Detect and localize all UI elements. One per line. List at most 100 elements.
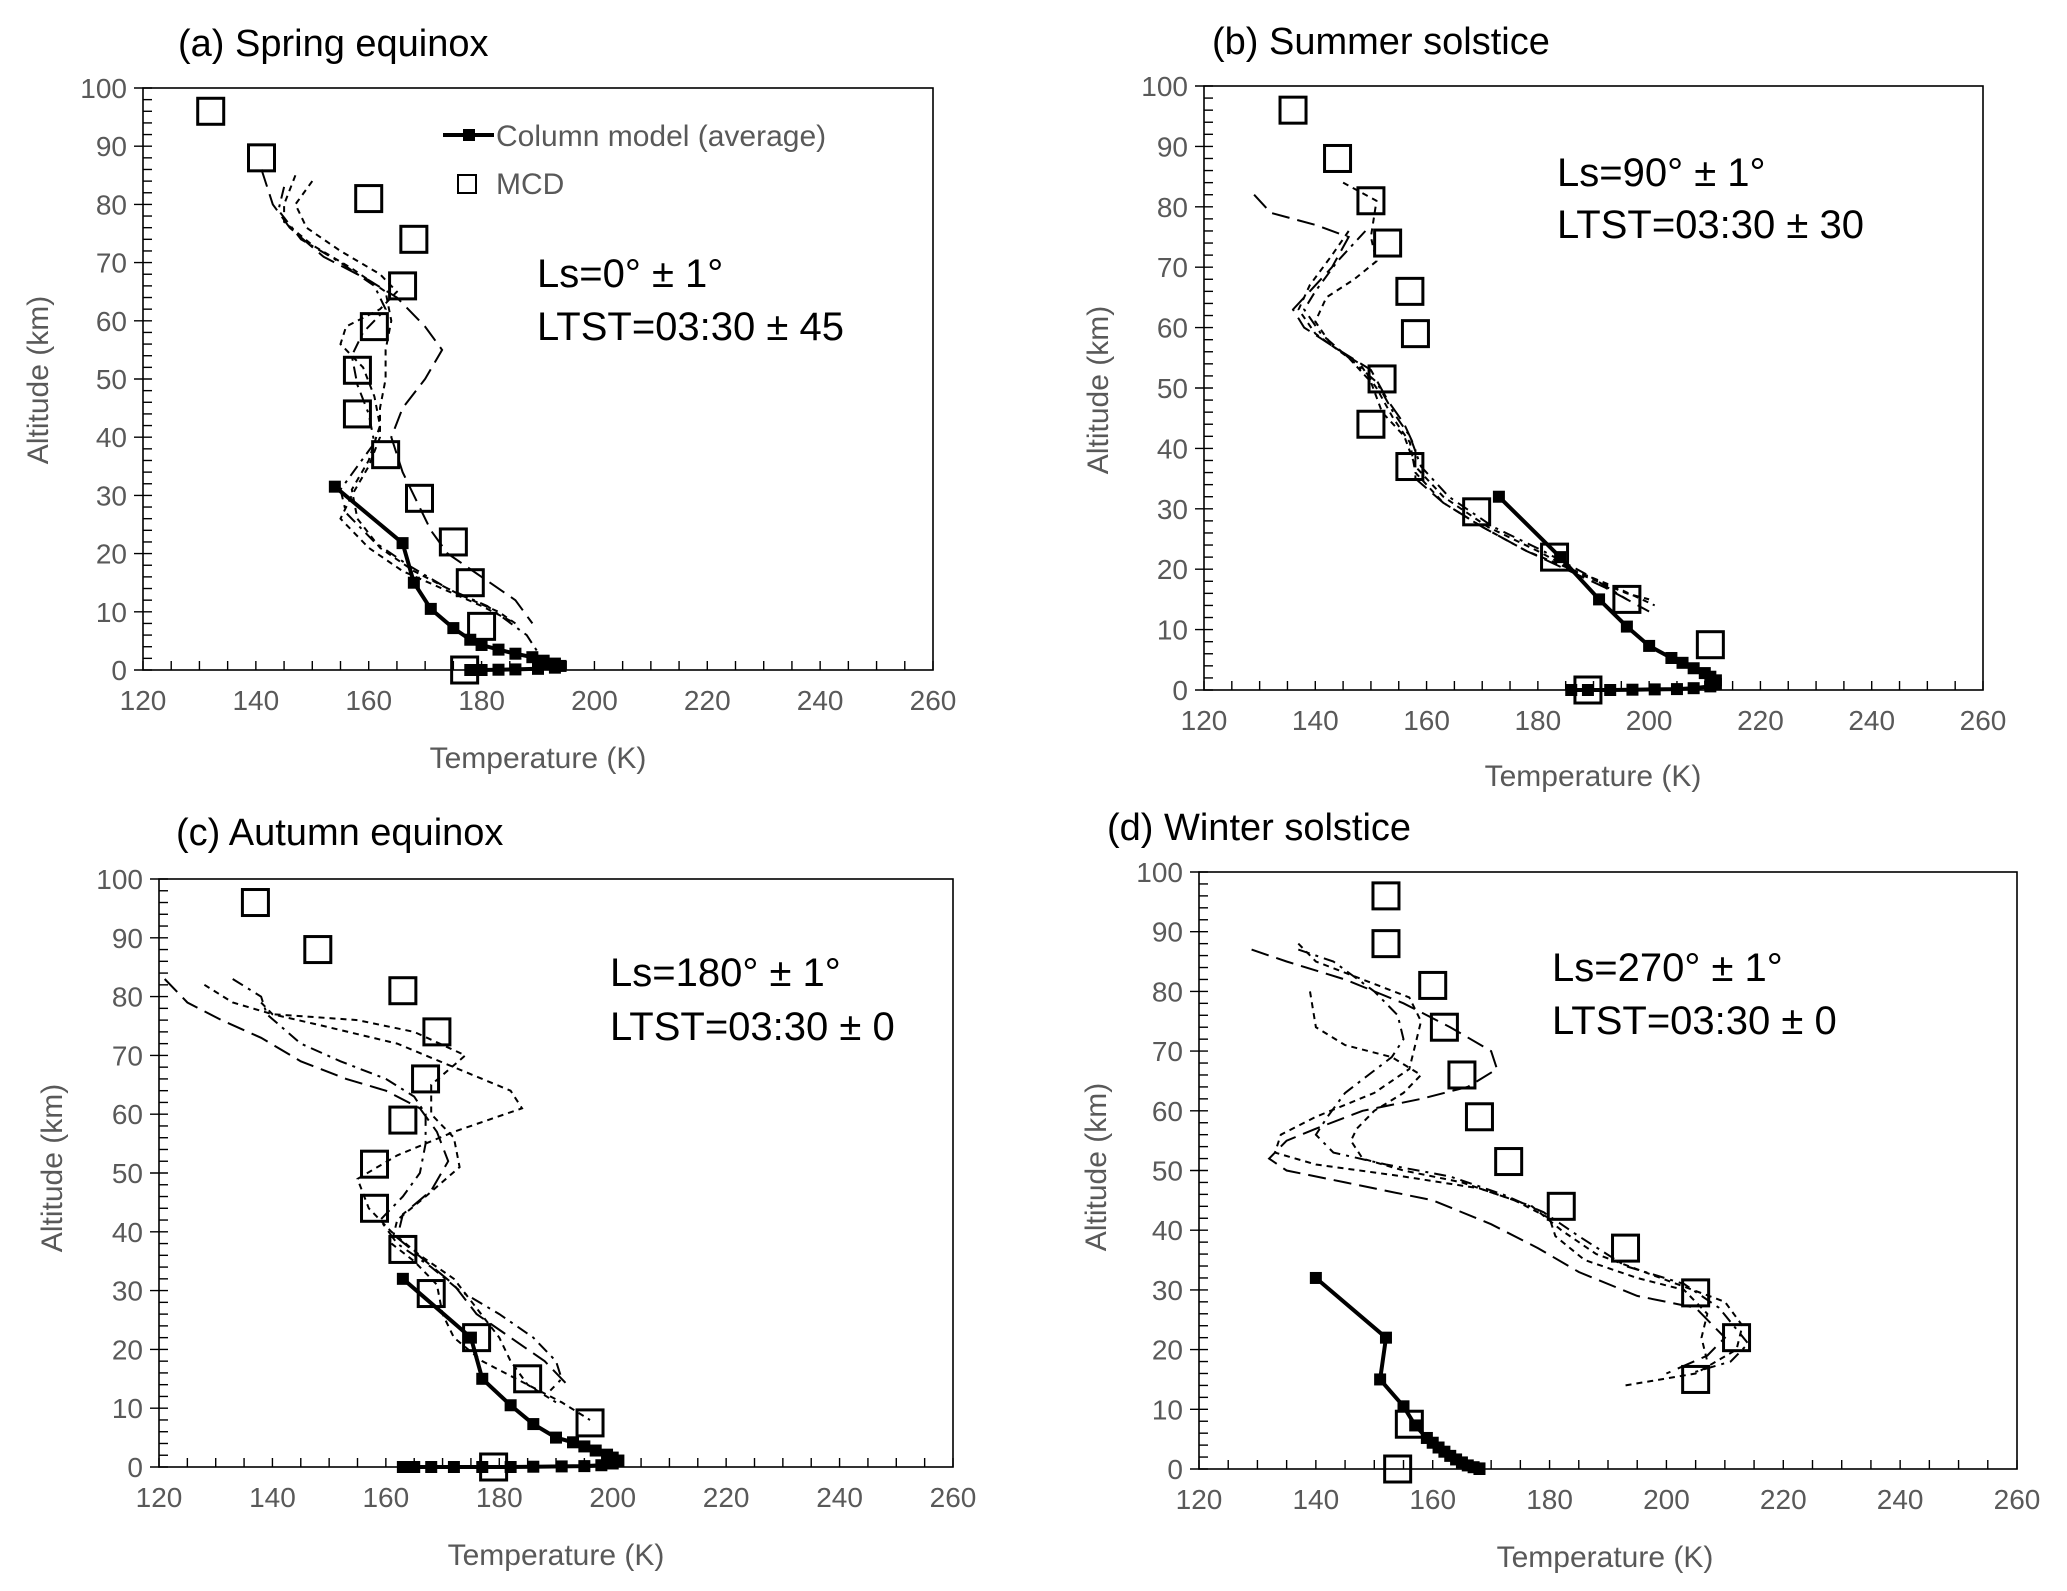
y-tick-label: 10 [96, 597, 127, 628]
mcd-point [303, 935, 333, 965]
y-tick-label: 60 [1152, 1096, 1183, 1127]
y-tick-label: 50 [112, 1158, 143, 1189]
y-tick-label: 20 [112, 1334, 143, 1365]
mcd-point [1395, 276, 1425, 306]
y-axis-title: Altitude (km) [1082, 306, 1115, 474]
column-model-line [333, 485, 567, 672]
mcd-point [359, 312, 389, 342]
mcd-point [1323, 143, 1353, 173]
legend-column-marker [463, 129, 475, 141]
column-model-point [1648, 683, 1661, 696]
y-tick-label: 0 [1167, 1454, 1183, 1485]
observed-profile-4-line [1303, 230, 1628, 601]
mcd-point [1681, 1278, 1711, 1308]
column-model-point [1473, 1463, 1486, 1475]
x-tick-label: 120 [1181, 705, 1228, 736]
mcd-point [399, 224, 429, 254]
x-axis-title: Temperature (K) [430, 742, 647, 775]
y-tick-label: 40 [1152, 1215, 1183, 1246]
column-model-point [1374, 1373, 1387, 1386]
y-tick-label: 10 [1152, 1394, 1183, 1425]
x-tick-label: 200 [1626, 705, 1673, 736]
observed-profile-2-line [203, 983, 591, 1421]
y-tick-label: 60 [1157, 313, 1188, 344]
column-model-point [567, 1436, 580, 1449]
x-tick-label: 220 [1760, 1484, 1807, 1515]
y-tick-label: 70 [1157, 252, 1188, 283]
column-model-point [1687, 662, 1700, 675]
column-model-point [1665, 651, 1678, 664]
x-axis-title: Temperature (K) [448, 1539, 665, 1572]
mcd-point [1494, 1147, 1524, 1177]
column-model-point [1492, 490, 1505, 503]
y-tick-label: 40 [96, 422, 127, 453]
observed-profile-1-line [1253, 194, 1650, 613]
x-tick-label: 120 [120, 685, 167, 716]
mcd-point [354, 184, 384, 214]
mcd-point [479, 1452, 509, 1482]
panel-c: (c) Autumn equinox 120 140 160 180 200 220 240… [36, 812, 976, 1572]
observed-profile-4-line [1297, 948, 1750, 1375]
x-tick-label: 140 [232, 685, 279, 716]
mcd-point [1371, 881, 1401, 911]
column-model-point [532, 662, 544, 675]
x-tick-label: 180 [1526, 1484, 1573, 1515]
y-tick-label: 70 [1152, 1036, 1183, 1067]
y-tick-label: 80 [112, 982, 143, 1013]
y-tick-label: 30 [112, 1276, 143, 1307]
y-tick-label: 50 [1152, 1156, 1183, 1187]
column-model-line [1314, 1276, 1482, 1471]
x-tick-label: 240 [1848, 705, 1895, 736]
mcd-point [388, 1234, 418, 1264]
y-tick-label: 70 [96, 248, 127, 279]
column-model-point [1643, 639, 1656, 652]
mcd-point [1611, 1233, 1641, 1263]
x-tick-label: 220 [684, 685, 731, 716]
column-model-point [1581, 684, 1594, 696]
y-axis-title: Altitude (km) [36, 1084, 69, 1252]
column-model-point [476, 1461, 489, 1473]
x-tick-label: 180 [1514, 705, 1561, 736]
y-tick-label: 20 [1152, 1335, 1183, 1366]
observed-profile-3-line [1297, 230, 1650, 601]
panel-title: (b) Summer solstice [1212, 21, 1550, 63]
mcd-point [1573, 675, 1603, 705]
x-tick-label: 240 [816, 1482, 863, 1513]
mcd-point [196, 96, 226, 126]
mcd-point [1447, 1060, 1477, 1090]
mcd-point [1464, 1102, 1494, 1132]
y-tick-label: 90 [1157, 131, 1188, 162]
panel-d: (d) Winter solstice 120 140 160 180 200 220 24… [1080, 807, 2040, 1574]
y-tick-label: 100 [96, 864, 143, 895]
column-model-point [1593, 593, 1606, 606]
mcd-point [462, 1323, 492, 1353]
column-model-point [396, 1461, 409, 1473]
mcd-point [360, 1193, 390, 1223]
x-tick-label: 140 [249, 1482, 296, 1513]
y-tick-label: 10 [112, 1393, 143, 1424]
column-model-point [475, 638, 488, 651]
mcd-point [388, 976, 418, 1006]
observed-profile-2-line [1273, 942, 1744, 1387]
y-tick-label: 60 [112, 1099, 143, 1130]
mcd-point [450, 655, 480, 685]
mcd-point [1546, 1191, 1576, 1221]
x-tick-label: 240 [1877, 1484, 1924, 1515]
x-tick-label: 160 [345, 685, 392, 716]
y-tick-label: 80 [96, 189, 127, 220]
observed-profile-2-line [294, 180, 516, 625]
y-tick-label: 0 [1172, 675, 1188, 706]
column-model-point [1704, 680, 1717, 693]
column-model-point [492, 663, 505, 676]
column-model-point [1676, 656, 1689, 669]
x-tick-label: 220 [1737, 705, 1784, 736]
y-tick-label: 50 [96, 364, 127, 395]
y-tick-label: 30 [1157, 494, 1188, 525]
observed-profile-3-line [1309, 991, 1709, 1362]
y-tick-label: 90 [112, 923, 143, 954]
mcd-point [1373, 228, 1403, 258]
mcd-point [467, 611, 497, 641]
annotation-ls: Ls=270° ± 1° [1552, 946, 1783, 990]
y-tick-label: 10 [1157, 615, 1188, 646]
x-tick-label: 140 [1292, 705, 1339, 736]
